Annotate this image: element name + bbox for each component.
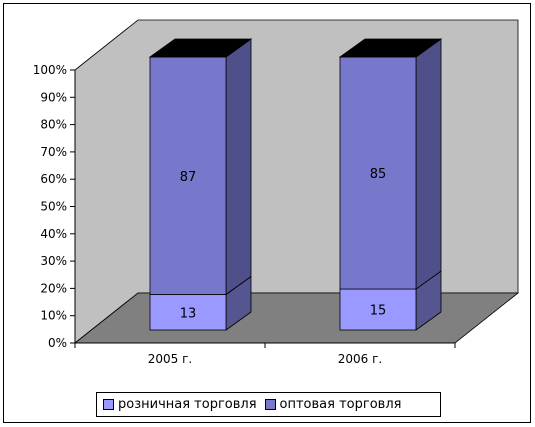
y-tick-label: 80%: [40, 118, 67, 132]
legend-item-retail: розничная торговля: [103, 397, 257, 412]
bar-segment: [149, 56, 227, 295]
y-tick-label: 60%: [40, 172, 67, 186]
bar-segment: [339, 288, 417, 331]
legend-swatch-retail: [103, 399, 114, 410]
legend-label-retail: розничная торговля: [118, 397, 257, 412]
y-tick-label: 40%: [40, 227, 67, 241]
y-tick-label: 100%: [33, 63, 67, 77]
bar-segment: [339, 56, 417, 290]
x-axis: 2005 г. 2006 г.: [74, 342, 456, 366]
bar-side: [225, 38, 252, 296]
y-tick-label: 0%: [48, 336, 67, 350]
bar-top: [148, 38, 253, 58]
legend-item-wholesale: оптовая торговля: [264, 397, 402, 412]
y-tick-label: 30%: [40, 254, 67, 268]
x-tick-label: 2005 г.: [148, 352, 192, 366]
y-tick-label: 50%: [40, 200, 67, 214]
legend: розничная торговля оптовая торговля: [96, 392, 441, 417]
data-label: 15: [370, 304, 387, 319]
legend-swatch-wholesale: [264, 399, 276, 410]
y-tick-label: 90%: [40, 90, 67, 104]
chart-floor: [73, 292, 520, 344]
legend-label-wholesale: оптовая торговля: [279, 397, 402, 412]
data-label: 85: [370, 167, 387, 182]
bar-side: [415, 38, 442, 290]
bar-top: [338, 38, 443, 58]
data-label: 13: [180, 306, 197, 321]
y-tick-label: 20%: [40, 281, 67, 295]
data-label: 87: [180, 170, 197, 185]
y-tick-label: 70%: [40, 145, 67, 159]
bars: 13 87 15 85: [148, 38, 443, 331]
y-tick-label: 10%: [40, 309, 67, 323]
x-tick-label: 2006 г.: [338, 352, 382, 366]
y-axis: 0% 10% 20% 30% 40% 50% 60% 70% 80% 90% 100%: [33, 63, 76, 350]
